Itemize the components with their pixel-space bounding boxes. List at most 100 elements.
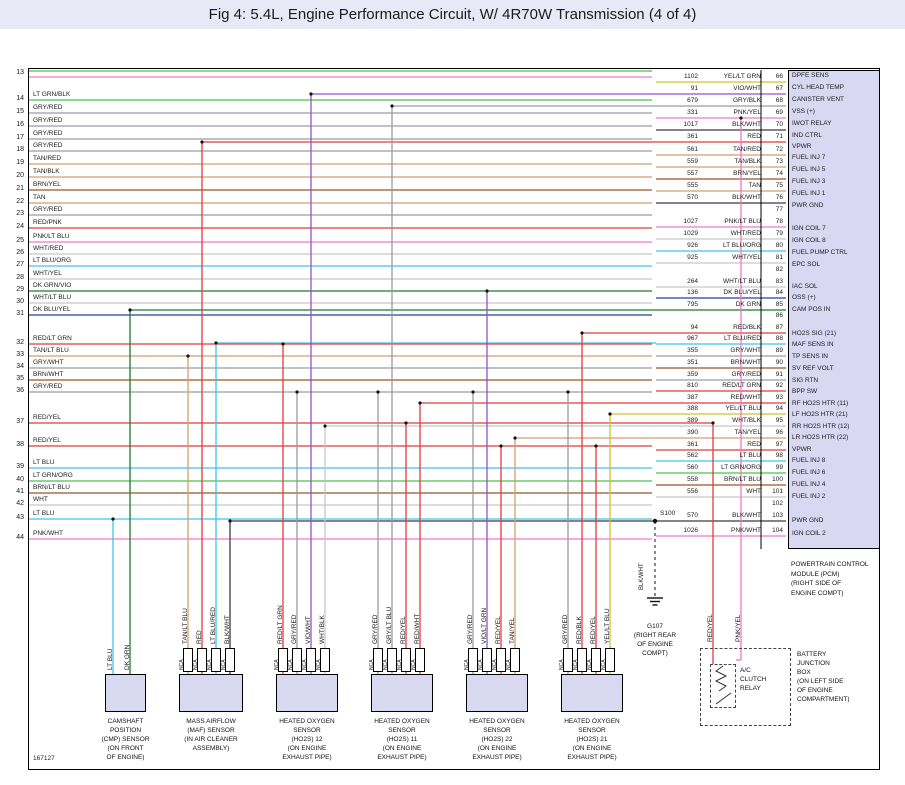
wire-junction-dot <box>228 519 232 523</box>
pcm-pin-number: 99 <box>775 464 783 471</box>
pcm-wire-color: TAN/RED <box>732 146 761 153</box>
wire-junction-dot <box>376 390 380 394</box>
left-pin-number: 40 <box>16 476 24 483</box>
wire-junction-dot <box>566 390 570 394</box>
pcm-pin-number: 97 <box>775 441 783 448</box>
pcm-signal-label: CYL HEAD TEMP <box>792 84 845 91</box>
pcm-wire-color: YEL/LT GRN <box>723 73 761 80</box>
figure-title: Fig 4: 5.4L, Engine Performance Circuit,… <box>208 6 697 23</box>
component-caption-line: (ON ENGINE <box>572 745 612 752</box>
pcm-pin-number: 66 <box>775 73 783 80</box>
pcm-circuit-number: 387 <box>687 394 698 401</box>
pcm-pin-number: 82 <box>775 266 783 273</box>
pcm-wire-color: BLK/WHT <box>732 194 761 201</box>
connector-code-label: NCA <box>383 659 389 670</box>
left-pin-number: 17 <box>16 134 24 141</box>
pcm-caption-line: POWERTRAIN CONTROL <box>791 561 869 568</box>
wire-color-label: DK GRN/VIO <box>33 282 72 289</box>
pcm-circuit-number: 361 <box>687 441 698 448</box>
wire-color-label: RED/YEL <box>33 437 61 444</box>
connector-code-label: NCA <box>587 659 593 670</box>
pcm-circuit-number: 560 <box>687 464 698 471</box>
pcm-signal-label: IAC SOL <box>792 283 818 290</box>
pcm-signal-label: FUEL INJ 2 <box>792 493 826 500</box>
pcm-pin-number: 70 <box>775 121 783 128</box>
component-caption-line: HEATED OXYGEN <box>469 718 525 725</box>
component-box ho2s-12 <box>276 674 338 712</box>
connector-code-label: NCA <box>316 659 322 670</box>
pcm-wire-color: WHT/RED <box>730 230 761 237</box>
component-wire-label: BLK/WHT <box>224 615 231 644</box>
connector-code-box <box>197 648 207 672</box>
pcm-signal-label: OSS (+) <box>792 294 816 301</box>
pcm-circuit-number: 331 <box>687 109 698 116</box>
pcm-circuit-number: 967 <box>687 335 698 342</box>
left-pin-number: 35 <box>16 375 24 382</box>
left-pin-number: 13 <box>16 69 24 76</box>
pcm-wire-color: LT BLU/RED <box>724 335 761 342</box>
pcm-signal-label: TP SENS IN <box>792 353 829 360</box>
pcm-wire-color: TAN <box>748 182 761 189</box>
pcm-pin-number: 71 <box>775 133 783 140</box>
connector-code-label: NCA <box>506 659 512 670</box>
left-pin-number: 25 <box>16 237 24 244</box>
left-pin-number: 20 <box>16 172 24 179</box>
left-pin-number: 31 <box>16 310 24 317</box>
pcm-wire-color: LT BLU/ORG <box>722 242 761 249</box>
battery-caption-line: (ON LEFT SIDE <box>797 678 844 685</box>
component-box cmp-sensor <box>105 674 146 712</box>
connector-code-label: NCA <box>559 659 565 670</box>
connector-code-box <box>415 648 425 672</box>
wire-color-label: BRN/LT BLU <box>33 484 70 491</box>
connector-code-box <box>306 648 316 672</box>
component-caption-line: SENSOR <box>578 727 606 734</box>
wire-junction-dot <box>309 92 313 96</box>
component-wire-label: RED/YEL <box>400 616 407 644</box>
connector-code-label: NCA <box>193 659 199 670</box>
pcm-wire-color: YEL/LT BLU <box>725 405 761 412</box>
connector-code-box <box>211 648 221 672</box>
component-caption-line: HEATED OXYGEN <box>279 718 335 725</box>
wire-color-label: GRY/RED <box>33 206 63 213</box>
figure-number: 167127 <box>33 755 55 762</box>
left-pin-number: 14 <box>16 95 24 102</box>
pcm-circuit-number: 557 <box>687 170 698 177</box>
wire-color-label: WHT/RED <box>33 245 64 252</box>
pcm-signal-label: DPFE SENS <box>792 72 829 79</box>
pcm-wire-color: WHT <box>746 488 761 495</box>
wire-junction-dot <box>608 412 612 416</box>
connector-code-box <box>292 648 302 672</box>
pcm-circuit-number: 679 <box>687 97 698 104</box>
pcm-circuit-number: 559 <box>687 158 698 165</box>
pcm-pin-number: 93 <box>775 394 783 401</box>
component-caption-line: (CMP) SENSOR <box>101 736 150 743</box>
wire-junction-dot <box>186 354 190 358</box>
relay-caption-line: A/C <box>740 667 751 674</box>
component-wire-label: RED/YEL <box>590 616 597 644</box>
pcm-wire-color: VIO/WHT <box>733 85 761 92</box>
connector-code-label: NCA <box>397 659 403 670</box>
component-box ho2s-22 <box>466 674 528 712</box>
component-wire-label: GRY/RED <box>291 614 298 645</box>
pcm-pin-number: 67 <box>775 85 783 92</box>
pcm-signal-label: MAF SENS IN <box>792 341 834 348</box>
component-caption-line: HEATED OXYGEN <box>564 718 620 725</box>
left-pin-number: 22 <box>16 198 24 205</box>
wire-color-label: BRN/YEL <box>33 181 61 188</box>
connector-code-label: NCA <box>492 659 498 670</box>
pcm-caption-line: ENGINE COMPT) <box>791 589 844 597</box>
pcm-wire-color: WHT/BLK <box>732 417 761 424</box>
pcm-caption-line: (RIGHT SIDE OF <box>791 580 842 587</box>
pcm-circuit-number: 925 <box>687 254 698 261</box>
pcm-pin-number: 78 <box>775 218 783 225</box>
pcm-circuit-number: 351 <box>687 359 698 366</box>
connector-code-box <box>373 648 383 672</box>
ground-caption-line: G107 <box>647 623 663 630</box>
component-caption-line: ASSEMBLY) <box>192 745 230 752</box>
left-pin-number: 21 <box>16 185 24 192</box>
wire-junction-dot <box>580 331 584 335</box>
connector-code-label: NCA <box>464 659 470 670</box>
pcm-wire-color: RED <box>747 133 761 140</box>
pcm-pin-number: 73 <box>775 158 783 165</box>
wire-junction-dot <box>594 444 598 448</box>
